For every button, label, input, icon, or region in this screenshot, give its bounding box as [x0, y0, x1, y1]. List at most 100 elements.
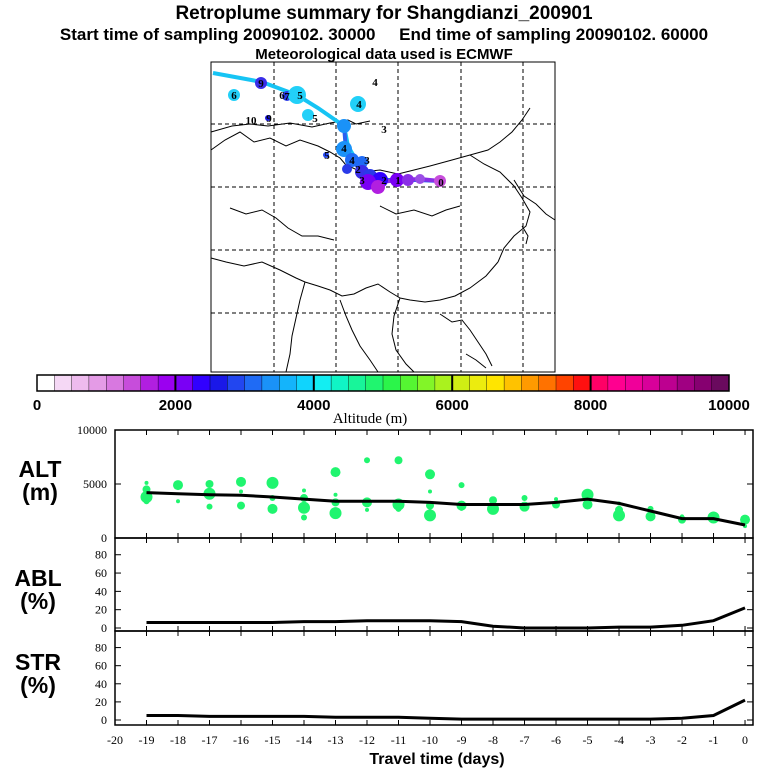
colorbar-cell [538, 374, 557, 392]
colorbar-cell [105, 374, 124, 392]
sampling-time-line: Start time of sampling 20090102. 30000 E… [59, 25, 709, 44]
alt-point [330, 467, 341, 478]
alt-point [143, 498, 150, 505]
trajectory-day-label: 2 [355, 164, 361, 176]
alt-point [329, 507, 342, 520]
map-graticule [211, 62, 555, 372]
alt-point [613, 509, 626, 522]
x-tick-labels: -20 -19 -18 -17 -16 -15 -14 -13 -12 -11 -10 -9 -8 -7-… [107, 733, 748, 747]
alt-point [645, 511, 656, 522]
abl-line [146, 606, 746, 630]
alt-point [206, 503, 213, 510]
colorbar-cell [348, 374, 367, 392]
trajectory-day-label: 6 [231, 90, 237, 102]
map-coastlines [210, 107, 556, 373]
colorbar-tick-label: 2000 [159, 397, 192, 414]
y-tick-label: 40 [95, 584, 107, 598]
alt-point [144, 480, 149, 485]
alt-point [428, 489, 433, 494]
x-tick-label: -3 [646, 733, 656, 747]
colorbar-cell [503, 374, 522, 392]
y-tick-label: 40 [95, 677, 107, 691]
alt-point [581, 488, 594, 501]
trajectory-day-label: 3 [364, 155, 370, 167]
y-tick-label: 60 [95, 566, 107, 580]
colorbar-cell [469, 374, 488, 392]
colorbar-major-ticks [174, 375, 592, 391]
alt-point [237, 501, 246, 510]
x-tick-label: -6 [551, 733, 561, 747]
colorbar-cell [313, 374, 332, 392]
time-series-panels: ALT (m) ABL (%) STR (%) 10000 5000 0 80 60 40 20 0… [14, 423, 754, 768]
alt-point [301, 514, 308, 521]
x-tick-label: -12 [359, 733, 375, 747]
trajectory-day-label: 0 [438, 177, 444, 189]
colorbar-cells [36, 374, 730, 392]
y-tick-label: 20 [95, 695, 107, 709]
alt-point [302, 488, 307, 493]
colorbar-tick-labels: 0 2000 4000 6000 8000 10000 [33, 397, 750, 414]
x-tick-label: -20 [107, 733, 123, 747]
alt-point [424, 509, 437, 522]
y-tick-labels: 10000 5000 0 80 60 40 20 0 80 60 40 20 0 [77, 423, 107, 727]
colorbar-cell [659, 374, 678, 392]
x-tick-label: -16 [233, 733, 249, 747]
trajectory-day-label: 3 [381, 124, 387, 136]
colorbar-cell [365, 374, 384, 392]
x-tick-label: 0 [742, 733, 748, 747]
trajectory-day-label: 5 [312, 113, 318, 125]
y-tick-label: 80 [95, 641, 107, 655]
alt-scatter-points [140, 456, 751, 529]
y-tick-label: 80 [95, 548, 107, 562]
colorbar-cell [400, 374, 419, 392]
alt-point [394, 456, 403, 465]
x-tick-label: -1 [709, 733, 719, 747]
x-tick-label: -19 [139, 733, 155, 747]
colorbar-cell [296, 374, 315, 392]
colorbar-cell [54, 374, 73, 392]
series-lines [146, 491, 746, 721]
colorbar-tick-label: 6000 [436, 397, 469, 414]
colorbar-cell [261, 374, 280, 392]
alt-point [459, 506, 464, 511]
x-tick-label: -4 [614, 733, 624, 747]
colorbar-cell [486, 374, 505, 392]
colorbar-cell [590, 374, 609, 392]
alt-point [458, 482, 465, 489]
colorbar-cell [330, 374, 349, 392]
x-tick-label: -13 [328, 733, 344, 747]
colorbar-cell [192, 374, 211, 392]
x-tick-label: -17 [202, 733, 218, 747]
colorbar-label: Altitude (m) [333, 411, 408, 427]
colorbar-cell [555, 374, 574, 392]
trajectory-day-label: 6 [279, 90, 285, 102]
colorbar-cell [521, 374, 540, 392]
y-tick-label: 0 [101, 713, 107, 727]
trajectory-day-label: 3 [359, 175, 365, 187]
colorbar-tick-label: 4000 [297, 397, 330, 414]
colorbar-cell [123, 374, 142, 392]
trajectory-day-label: 4 [349, 155, 355, 167]
alt-point [364, 457, 371, 464]
x-tick-label: -15 [265, 733, 281, 747]
x-tick-label: -5 [583, 733, 593, 747]
str-line [146, 698, 746, 721]
trajectory-day-label: 5 [324, 150, 330, 162]
colorbar-cell [227, 374, 246, 392]
abl-panel-frame [114, 537, 754, 632]
axis-ticks [114, 429, 753, 725]
abl-panel-ylabel: ABL (%) [14, 565, 61, 614]
trajectory-day-label: 9 [258, 78, 264, 90]
trajectory-day-label: 10 [246, 115, 258, 127]
y-tick-label: 0 [101, 531, 107, 545]
colorbar-cell [382, 374, 401, 392]
page-title: Retroplume summary for Shangdianzi_20090… [175, 3, 593, 24]
colorbar-cell [175, 374, 194, 392]
alt-point [740, 514, 751, 525]
colorbar-cell [36, 374, 55, 392]
map-frame [210, 61, 556, 373]
x-tick-label: -8 [488, 733, 498, 747]
x-tick-label: -7 [520, 733, 530, 747]
